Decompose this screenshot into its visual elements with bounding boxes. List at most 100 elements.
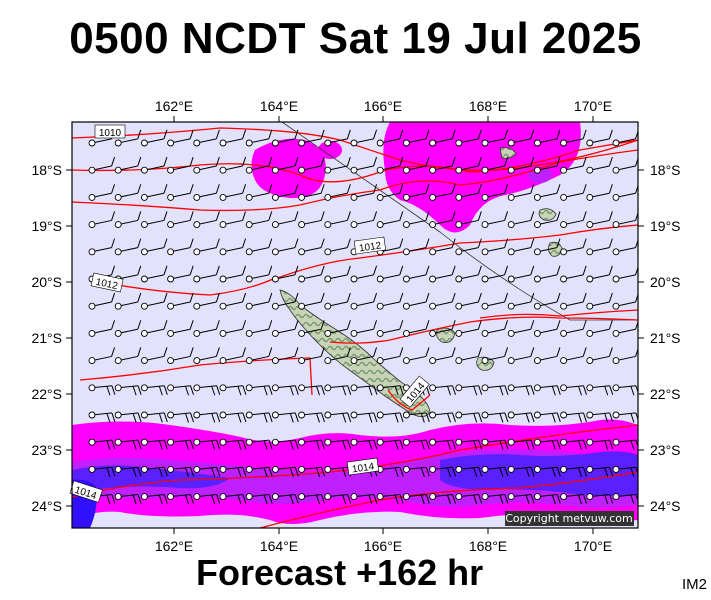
wind-barb xyxy=(429,129,456,147)
wind-barb xyxy=(376,411,404,423)
wind-barb xyxy=(245,320,273,337)
lon-label-166: 166°E xyxy=(364,98,402,114)
wind-barb xyxy=(507,465,535,477)
wind-barb xyxy=(350,438,378,450)
wind-barb xyxy=(193,156,220,174)
wind-barb xyxy=(350,265,378,283)
wind-barb xyxy=(507,347,535,365)
wind-barb xyxy=(271,411,299,423)
isobar-label-1014-b: 1014 xyxy=(346,457,380,475)
wind-barb xyxy=(560,184,587,201)
wind-barb xyxy=(271,493,299,505)
wind-barb xyxy=(586,384,614,396)
wind-barb xyxy=(429,465,456,477)
wind-barb xyxy=(193,320,220,337)
wind-barb xyxy=(533,347,561,365)
wind-barb xyxy=(219,265,247,283)
wind-barb xyxy=(533,411,561,423)
wind-barb xyxy=(429,292,456,310)
wind-barb xyxy=(481,265,509,283)
wind-barb xyxy=(376,465,404,477)
wind-barb xyxy=(612,265,638,283)
wind-barb xyxy=(114,465,142,477)
wind-barb xyxy=(324,292,351,310)
wind-barb xyxy=(376,438,404,450)
wind-barb xyxy=(140,493,168,505)
wind-barb xyxy=(533,465,561,477)
wind-barb xyxy=(429,156,456,174)
wind-barb xyxy=(429,347,456,365)
wind-barb xyxy=(167,438,194,450)
wind-barb xyxy=(245,238,273,256)
wind-barb xyxy=(114,292,142,310)
wind-barb xyxy=(481,320,509,337)
wind-barb xyxy=(298,384,325,396)
wind-barb xyxy=(586,184,613,201)
wind-barb xyxy=(193,465,221,477)
wind-barb xyxy=(245,411,273,423)
wind-barb xyxy=(114,184,142,201)
wind-barb xyxy=(114,156,142,174)
wind-barb xyxy=(507,384,535,396)
wind-barb xyxy=(402,265,430,283)
wind-barb xyxy=(324,411,352,423)
wind-barb xyxy=(324,238,351,256)
wind-barb xyxy=(560,292,587,310)
svg-text:23°S: 23°S xyxy=(650,442,681,458)
wind-barb xyxy=(429,320,456,337)
wind-barb xyxy=(586,292,613,310)
wind-barb xyxy=(167,156,194,174)
wind-barb xyxy=(481,465,509,477)
wind-barb xyxy=(612,347,638,365)
wind-barb xyxy=(533,384,561,396)
wind-barb xyxy=(586,211,613,229)
wind-barb xyxy=(219,438,247,450)
axis-ticks xyxy=(66,116,644,534)
wind-barb xyxy=(402,211,430,229)
wind-barb xyxy=(402,156,430,174)
wind-barb xyxy=(140,347,168,365)
wind-barb xyxy=(350,493,378,505)
wind-barb xyxy=(298,411,325,423)
wind-barb xyxy=(429,238,456,256)
wind-barb xyxy=(586,347,613,365)
wind-barb xyxy=(140,211,168,229)
wind-barb xyxy=(350,156,378,174)
wind-barb xyxy=(167,292,194,310)
wind-barb xyxy=(298,465,325,477)
isobar-label-1010: 1010 xyxy=(94,124,126,139)
lat-label-22: 22°S xyxy=(31,386,62,402)
wind-barb xyxy=(219,129,247,147)
wind-barb xyxy=(402,438,430,450)
wind-barb xyxy=(402,493,430,505)
svg-text:19°S: 19°S xyxy=(650,218,681,234)
wind-barb xyxy=(219,465,247,477)
wind-barb xyxy=(298,320,325,337)
isobar-label-1012-b: 1012 xyxy=(90,272,124,293)
wind-barb xyxy=(193,438,221,450)
wind-barb xyxy=(455,347,482,365)
wind-barb xyxy=(271,265,299,283)
wind-barb xyxy=(376,384,404,396)
svg-text:1010: 1010 xyxy=(99,128,122,139)
wind-barb xyxy=(612,129,638,147)
wind-barb xyxy=(298,156,325,174)
wind-barb xyxy=(481,411,509,423)
wind-barb xyxy=(533,320,561,337)
wind-barb xyxy=(586,320,613,337)
wind-barb xyxy=(324,184,351,201)
wind-barb xyxy=(298,129,325,147)
wind-barb xyxy=(298,238,325,256)
wind-barb xyxy=(455,438,483,450)
lat-label-20: 20°S xyxy=(31,274,62,290)
wind-barb xyxy=(507,292,535,310)
wind-barb xyxy=(376,292,404,310)
lon-labels-bottom: 162°E 164°E 166°E 168°E 170°E xyxy=(155,538,612,554)
wind-barb xyxy=(533,156,561,174)
wind-barb xyxy=(298,265,325,283)
svg-text:162°E: 162°E xyxy=(155,538,193,554)
lat-label-19: 19°S xyxy=(31,218,62,234)
wind-barb xyxy=(402,347,430,365)
svg-text:22°S: 22°S xyxy=(650,386,681,402)
wind-barb xyxy=(140,184,168,201)
